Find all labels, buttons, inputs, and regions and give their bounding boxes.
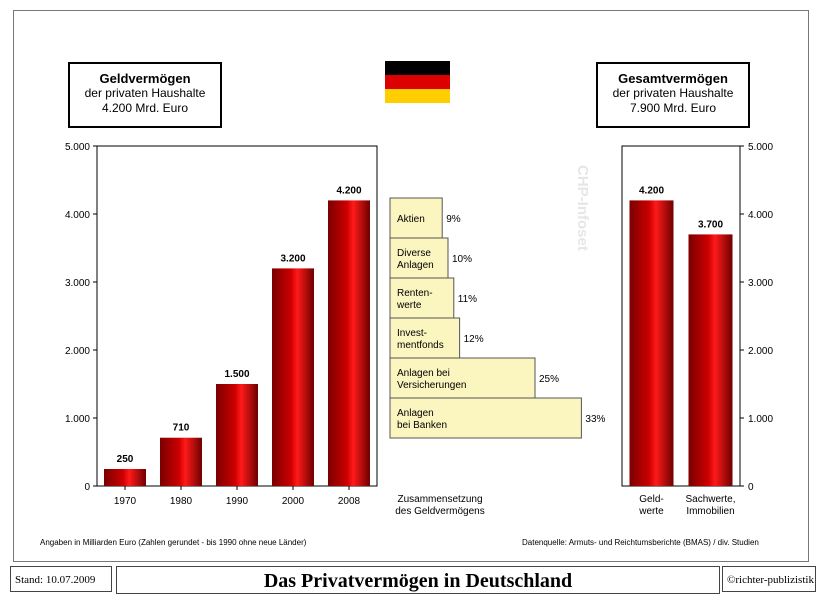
right-summary-box: Gesamtvermögen der privaten Haushalte 7.…: [596, 62, 750, 128]
x-tick-label: 2000: [282, 496, 305, 507]
left-bar-chart: 0 1.000 2.000 3.000 4.000 5.000 250 1970 710 1980…: [65, 142, 378, 507]
data-label: 1.500: [224, 369, 249, 380]
composition-percent-label: 33%: [585, 414, 605, 425]
composition-chart: Aktien 9%DiverseAnlagen10%Renten-werte11%…: [389, 197, 606, 517]
data-label: 3.200: [280, 253, 305, 264]
composition-category-label: Anlagen: [397, 408, 434, 419]
y-tick-label: 3.000: [65, 278, 90, 289]
y-tick-label: 1.000: [65, 414, 90, 425]
x-tick-label: Geld-: [639, 494, 663, 505]
y-tick-label: 5.000: [65, 142, 90, 153]
composition-category-label: Anlagen: [397, 260, 434, 271]
x-tick-label: 2008: [338, 496, 361, 507]
composition-bar: [389, 317, 461, 359]
composition-bar: [389, 277, 455, 319]
x-tick-label: Sachwerte,: [685, 494, 735, 505]
composition-percent-label: 9%: [446, 214, 461, 225]
composition-category-label: Anlagen bei: [397, 368, 450, 379]
composition-category-label: Renten-: [397, 288, 433, 299]
page-title: Das Privatvermögen in Deutschland: [116, 566, 720, 594]
bar: [216, 384, 258, 486]
composition-category-label: werte: [396, 300, 422, 311]
german-flag-icon: [385, 61, 450, 103]
data-label: 710: [173, 423, 190, 434]
data-label: 4.200: [336, 185, 361, 196]
date-stamp: Stand: 10.07.2009: [10, 566, 112, 592]
bar: [272, 268, 314, 486]
right-box-title: Gesamtvermögen: [618, 71, 728, 86]
y-tick-label: 2.000: [65, 346, 90, 357]
y-tick-label: 5.000: [748, 142, 773, 153]
flag-gold-stripe: [385, 89, 450, 103]
units-note: Angaben in Milliarden Euro (Zahlen gerun…: [40, 538, 307, 547]
watermark-text: CHP-Infoset: [574, 165, 591, 251]
composition-xlabel: des Geldvermögens: [395, 506, 485, 517]
composition-percent-label: 10%: [452, 254, 472, 265]
composition-category-label: bei Banken: [397, 420, 447, 431]
x-tick-label: werte: [638, 506, 664, 517]
composition-bar: [389, 237, 449, 279]
composition-category-label: Diverse: [397, 248, 431, 259]
copyright-text: ©richter-publizistik: [722, 566, 816, 592]
left-box-title: Geldvermögen: [99, 71, 191, 86]
x-tick-label: 1970: [114, 496, 137, 507]
composition-category-label: Aktien: [397, 214, 425, 225]
flag-black-stripe: [385, 61, 450, 75]
composition-category-label: Versicherungen: [397, 380, 467, 391]
left-box-subtitle: der privaten Haushalte: [84, 86, 206, 100]
composition-percent-label: 11%: [458, 294, 477, 305]
y-tick-label: 4.000: [65, 210, 90, 221]
flag-red-stripe: [385, 75, 450, 89]
y-tick-label: 1.000: [748, 414, 773, 425]
left-box-amount: 4.200 Mrd. Euro: [101, 101, 189, 115]
source-note: Datenquelle: Armuts- und Reichtumsberich…: [522, 538, 759, 547]
y-tick-label: 0: [748, 482, 754, 493]
y-tick-label: 0: [84, 482, 90, 493]
x-tick-label: 1990: [226, 496, 249, 507]
composition-xlabel: Zusammensetzung: [397, 494, 482, 505]
right-plot-area: [621, 145, 741, 487]
composition-bar: [389, 197, 443, 239]
y-tick-label: 4.000: [748, 210, 773, 221]
right-box-subtitle: der privaten Haushalte: [612, 86, 734, 100]
y-tick-label: 2.000: [748, 346, 773, 357]
right-box-amount: 7.900 Mrd. Euro: [629, 101, 717, 115]
data-label: 4.200: [639, 185, 664, 196]
composition-category-label: mentfonds: [397, 340, 444, 351]
bar: [629, 200, 674, 486]
right-bar-chart: 0 1.000 2.000 3.000 4.000 5.000 4.200 Geld-wert…: [621, 142, 773, 517]
composition-category-label: Invest-: [397, 328, 427, 339]
composition-bar: [389, 357, 536, 399]
bar: [328, 200, 370, 486]
composition-percent-label: 12%: [464, 334, 484, 345]
composition-percent-label: 25%: [539, 374, 559, 385]
bar: [688, 234, 733, 486]
bar: [160, 437, 202, 486]
x-tick-label: 1980: [170, 496, 193, 507]
y-tick-label: 3.000: [748, 278, 773, 289]
x-tick-label: Immobilien: [686, 506, 734, 517]
composition-bar: [389, 397, 582, 439]
left-summary-box: Geldvermögen der privaten Haushalte 4.20…: [68, 62, 222, 128]
bar: [104, 469, 146, 486]
data-label: 250: [117, 454, 134, 465]
data-label: 3.700: [698, 219, 723, 230]
